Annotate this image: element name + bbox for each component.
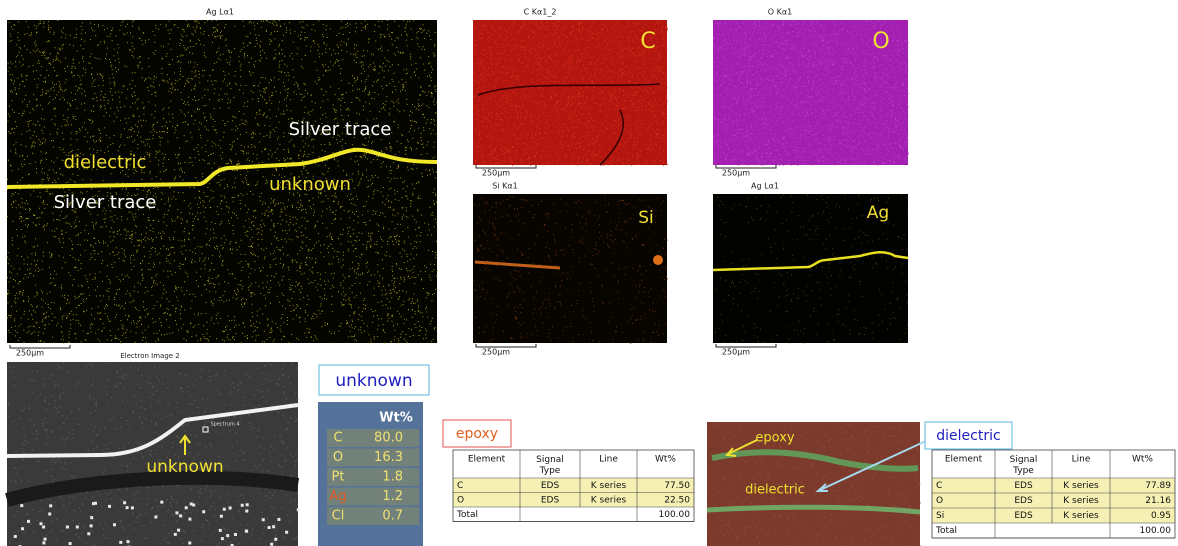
map-title: Ag Lα1: [751, 182, 779, 191]
map-annotation: unknown: [269, 174, 351, 195]
map-title: C Kα1_2: [524, 8, 557, 17]
table-cell: EDS: [541, 481, 560, 491]
label: 250µm: [722, 169, 750, 178]
table-cell: K series: [591, 481, 627, 491]
table-cell: 0.7: [382, 509, 403, 524]
table-cell: 21.16: [1145, 496, 1171, 506]
row-fill: [453, 478, 694, 493]
element-label: O: [872, 29, 889, 54]
map-title: O Kα1: [768, 8, 792, 17]
table-cell: K series: [1063, 481, 1099, 491]
column-header: Element: [945, 455, 983, 465]
table-cell: EDS: [1014, 511, 1033, 521]
table-cell: C: [936, 481, 942, 491]
page: Ag Lα1250µmC Kα1_2250µmCO Kα1250µmOSi Kα…: [0, 0, 1178, 546]
table-title: epoxy: [456, 426, 498, 442]
table-cell: O: [457, 495, 464, 505]
table-cell: 0.95: [1151, 511, 1171, 521]
label: 250µm: [482, 348, 510, 357]
label: 250µm: [722, 348, 750, 357]
element-label: C: [640, 29, 655, 54]
table-cell: C: [333, 431, 342, 446]
table-cell: K series: [1063, 496, 1099, 506]
table-title: unknown: [335, 371, 412, 391]
table-cell: EDS: [541, 495, 560, 505]
map-annotation: dielectric: [64, 152, 147, 173]
table-cell: 1.2: [382, 489, 403, 504]
table-cell: EDS: [1014, 481, 1033, 491]
map-annotation: Silver trace: [289, 119, 392, 140]
table-cell: K series: [591, 495, 627, 505]
label: 250µm: [482, 169, 510, 178]
table-cell: Ag: [329, 489, 346, 504]
image-annotation: unknown: [146, 457, 223, 477]
column-header: Wt%: [1132, 455, 1153, 465]
table-title: dielectric: [936, 428, 1000, 444]
feature: [653, 255, 663, 265]
table-cell: 100.00: [659, 510, 691, 520]
table-header: Wt%: [379, 411, 413, 426]
row-fill: [932, 493, 1175, 508]
map-title: Si Kα1: [492, 182, 517, 191]
row-fill: [932, 478, 1175, 493]
table-cell: C: [457, 481, 463, 491]
label: 250µm: [16, 349, 44, 358]
overlay-label: epoxy: [755, 431, 794, 446]
table-cell: Pt: [332, 470, 345, 485]
table-cell: 22.50: [664, 495, 690, 505]
row-fill: [453, 493, 694, 508]
column-header: Element: [468, 455, 506, 465]
map-annotation: Silver trace: [54, 192, 157, 213]
table-cell: Cl: [332, 509, 345, 524]
spectrum-label: Spectrum 4: [211, 422, 240, 428]
table-cell: Si: [936, 511, 944, 521]
element-label: Ag: [867, 203, 889, 223]
column-header: Wt%: [655, 455, 676, 465]
table-cell: EDS: [1014, 496, 1033, 506]
map-title: Ag Lα1: [206, 8, 234, 17]
table-cell: O: [936, 496, 943, 506]
table-cell: 80.0: [374, 431, 403, 446]
table-cell: 77.50: [664, 481, 690, 491]
table-cell: 100.00: [1140, 526, 1172, 536]
overlay-label: dielectric: [745, 483, 805, 498]
table-cell: 1.8: [382, 470, 403, 485]
overlay-image: [707, 422, 920, 546]
figure: Ag Lα1250µmC Kα1_2250µmCO Kα1250µmOSi Kα…: [0, 0, 1178, 546]
column-header: Line: [1072, 455, 1091, 465]
column-header: Line: [599, 455, 618, 465]
table-cell: O: [333, 450, 343, 465]
table-cell: 77.89: [1145, 481, 1171, 491]
table-cell: Total: [456, 510, 478, 520]
row-fill: [932, 508, 1175, 523]
element-label: Si: [638, 208, 654, 228]
table-cell: Total: [935, 526, 957, 536]
image-title: Electron Image 2: [120, 352, 180, 360]
table-cell: 16.3: [374, 450, 403, 465]
table-cell: K series: [1063, 511, 1099, 521]
